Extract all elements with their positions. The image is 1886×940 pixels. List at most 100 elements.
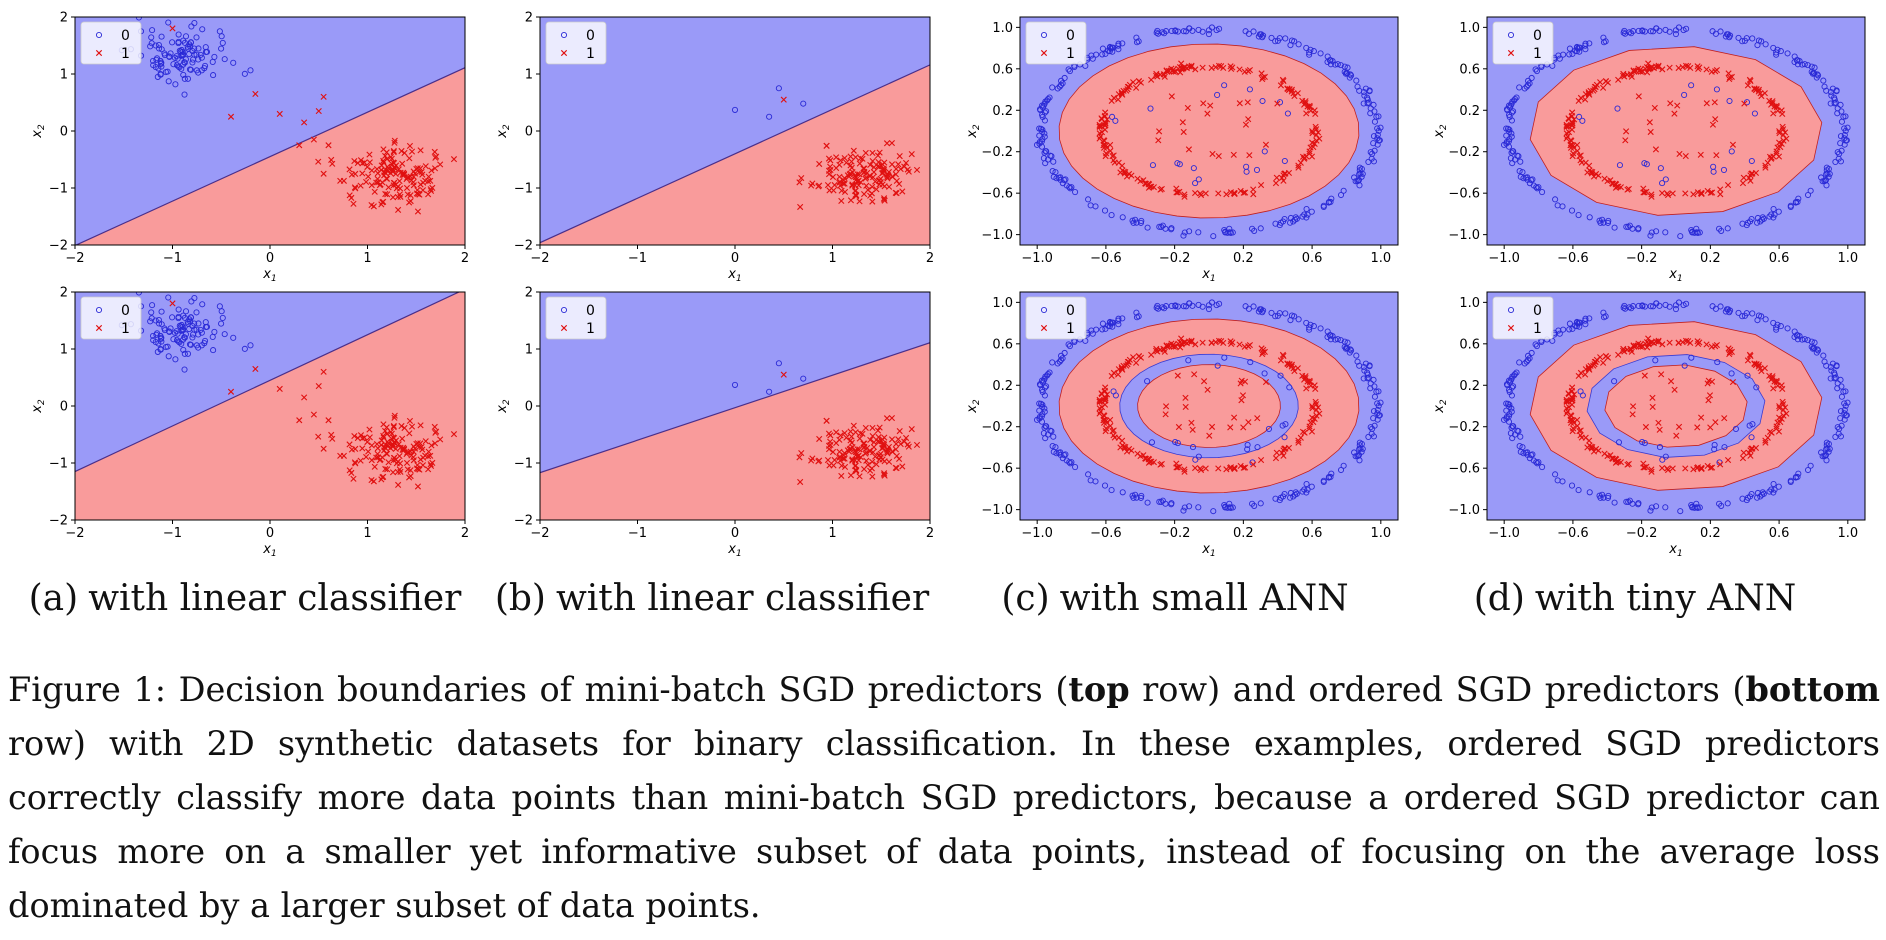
point-class-0 (1174, 440, 1181, 447)
point-class-1 (1140, 452, 1147, 459)
point-class-0 (1533, 68, 1540, 75)
point-class-1 (431, 165, 439, 172)
point-class-1 (1675, 339, 1682, 346)
point-class-0 (1735, 34, 1742, 41)
point-class-1 (1565, 129, 1573, 136)
point-class-1 (373, 166, 381, 173)
point-class-0 (1516, 168, 1523, 175)
point-class-0 (1043, 108, 1050, 115)
point-class-0 (1347, 71, 1354, 78)
point-class-0 (1771, 486, 1778, 493)
point-class-1 (1145, 455, 1152, 462)
point-class-1 (1667, 100, 1674, 107)
point-class-0 (1758, 313, 1765, 320)
point-class-1 (1766, 153, 1774, 160)
point-class-1 (1181, 193, 1188, 200)
point-class-0 (1042, 423, 1049, 430)
point-class-1 (401, 424, 408, 432)
x-tick-label: 1.0 (1370, 251, 1391, 266)
point-class-1 (1671, 110, 1678, 117)
point-class-0 (1115, 317, 1122, 324)
point-class-1 (1753, 86, 1760, 93)
x-tick-label: −0.6 (1090, 251, 1122, 266)
point-class-0 (1717, 303, 1724, 310)
point-class-0 (165, 78, 172, 85)
point-class-0 (1623, 498, 1630, 505)
point-class-1 (1237, 380, 1244, 387)
point-class-1 (1704, 462, 1711, 470)
point-class-0 (1576, 44, 1584, 51)
point-class-0 (1099, 51, 1106, 58)
legend: 01 (1492, 296, 1554, 340)
point-class-0 (1521, 85, 1528, 92)
x-tick-label: 0.6 (1769, 526, 1790, 541)
point-class-1 (351, 432, 358, 440)
point-class-1 (1569, 153, 1576, 160)
point-class-0 (1061, 349, 1068, 357)
point-class-1 (382, 169, 389, 176)
point-class-0 (157, 346, 164, 353)
point-class-1 (1717, 191, 1724, 198)
point-class-0 (1159, 222, 1166, 229)
point-class-0 (1356, 171, 1363, 178)
point-class-0 (1133, 309, 1140, 316)
point-class-0 (203, 323, 211, 330)
point-class-1 (411, 445, 419, 452)
point-class-1 (1697, 189, 1705, 197)
point-class-1 (1110, 369, 1118, 376)
point-class-0 (1693, 229, 1700, 236)
point-class-0 (1766, 213, 1773, 220)
x-tick-label: 2 (926, 526, 934, 541)
point-class-1 (1109, 153, 1116, 160)
point-class-0 (1282, 35, 1289, 42)
point-class-0 (1158, 498, 1165, 505)
point-class-0 (1057, 356, 1065, 363)
point-class-0 (1837, 133, 1845, 140)
point-class-0 (1516, 443, 1523, 450)
point-class-1 (1308, 428, 1316, 435)
legend-marker-class-0 (95, 306, 103, 314)
point-class-0 (1199, 303, 1206, 310)
point-class-0 (156, 45, 163, 52)
point-class-0 (153, 55, 161, 62)
point-class-1 (1123, 173, 1131, 180)
point-class-0 (1337, 62, 1344, 69)
point-class-0 (1066, 68, 1073, 75)
point-class-0 (180, 336, 187, 343)
point-class-0 (1370, 376, 1377, 383)
point-class-0 (198, 54, 205, 61)
point-class-1 (869, 473, 876, 480)
point-class-0 (1513, 369, 1520, 376)
point-class-0 (172, 356, 179, 363)
point-class-1 (1671, 386, 1678, 393)
point-class-1 (1783, 410, 1790, 417)
point-class-0 (1709, 303, 1716, 310)
point-class-1 (869, 183, 876, 190)
point-class-0 (1133, 34, 1140, 41)
point-class-1 (1637, 343, 1644, 350)
point-class-0 (1168, 27, 1175, 35)
point-class-1 (1595, 447, 1602, 454)
point-class-1 (1304, 378, 1311, 385)
point-class-1 (1313, 412, 1320, 419)
point-class-0 (1597, 219, 1604, 226)
point-class-1 (428, 167, 435, 174)
caption-prefix: Figure 1: (8, 670, 167, 709)
point-class-1 (1180, 128, 1187, 136)
point-class-0 (172, 81, 179, 88)
point-class-0 (218, 33, 225, 40)
caption-bold-bottom: bottom (1745, 670, 1881, 709)
point-class-1 (823, 417, 830, 424)
point-class-1 (403, 459, 411, 466)
point-class-1 (852, 451, 860, 458)
point-class-0 (1753, 384, 1760, 391)
point-class-0 (1528, 177, 1535, 184)
point-class-1 (1160, 345, 1167, 352)
point-class-0 (1650, 303, 1657, 310)
point-class-0 (1641, 303, 1649, 310)
point-class-1 (1676, 150, 1683, 158)
point-class-1 (1693, 465, 1701, 472)
legend: 01 (545, 21, 607, 65)
point-class-1 (1669, 190, 1676, 197)
point-class-1 (1191, 371, 1198, 378)
